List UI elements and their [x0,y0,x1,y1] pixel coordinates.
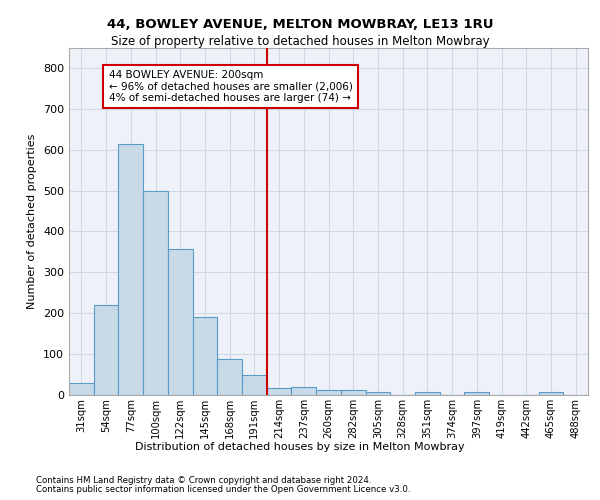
Bar [242,374,267,395]
Bar [292,387,316,395]
Bar [341,390,365,395]
Bar [267,388,292,395]
Bar [539,392,563,395]
Text: Size of property relative to detached houses in Melton Mowbray: Size of property relative to detached ho… [110,35,490,48]
Bar [365,392,390,395]
Text: 44 BOWLEY AVENUE: 200sqm
← 96% of detached houses are smaller (2,006)
4% of semi: 44 BOWLEY AVENUE: 200sqm ← 96% of detach… [109,70,352,103]
Text: Distribution of detached houses by size in Melton Mowbray: Distribution of detached houses by size … [135,442,465,452]
Text: 44, BOWLEY AVENUE, MELTON MOWBRAY, LE13 1RU: 44, BOWLEY AVENUE, MELTON MOWBRAY, LE13 … [107,18,493,30]
Text: Contains HM Land Registry data © Crown copyright and database right 2024.: Contains HM Land Registry data © Crown c… [36,476,371,485]
Bar [168,249,193,395]
Bar [316,390,341,395]
Bar [193,318,217,395]
Bar [69,382,94,395]
Bar [118,144,143,395]
Bar [217,359,242,395]
Bar [464,392,489,395]
Bar [94,305,118,395]
Bar [415,392,440,395]
Text: Contains public sector information licensed under the Open Government Licence v3: Contains public sector information licen… [36,485,410,494]
Y-axis label: Number of detached properties: Number of detached properties [28,134,37,309]
Bar [143,190,168,395]
